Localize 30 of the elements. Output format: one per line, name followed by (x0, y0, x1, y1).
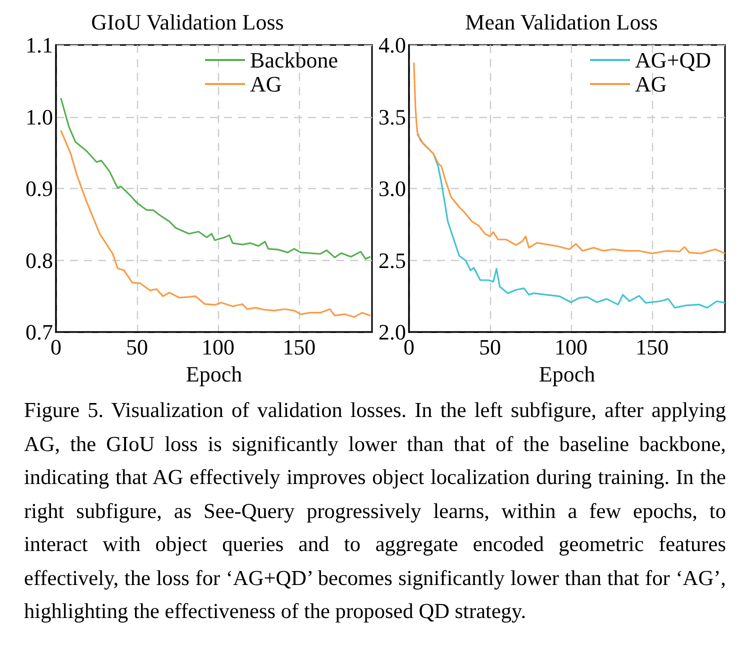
y-tick-label: 2.0 (378, 320, 406, 345)
x-tick-label: 50 (479, 334, 502, 360)
x-tick-label: 150 (282, 334, 316, 360)
legend-label: AG (635, 72, 667, 96)
y-tick-label: 2.5 (378, 248, 406, 273)
x-tick-label: 0 (50, 334, 62, 360)
x-tick-label: 100 (554, 334, 588, 360)
x-tick-label: 50 (126, 334, 148, 360)
x-tick-label: 100 (202, 334, 235, 360)
x-axis-title: Epoch (186, 362, 242, 386)
y-tick-label: 3.0 (378, 176, 406, 202)
x-axis-title: Epoch (538, 362, 596, 386)
y-tick-label: 1.1 (26, 32, 53, 58)
legend-label: Backbone (250, 48, 338, 72)
y-tick-label: 4.0 (378, 32, 406, 58)
y-tick-label: 0.9 (26, 176, 53, 202)
caption: Figure 5. Visualization of validation losses. In the left subfigure, after applying AG, the GIoU loss is significantly lower than that of the baseline backbone, indicating that AG effectively improves object localization during training. In the right subfigure, as See-Query progressively learns, within a few epochs, to interact with object queries and to aggregate encoded geometric features effectively, the loss for ‘AG+QD’ becomes significantly lower than that for ‘AG’, highlighting the effectiveness of the proposed QD strategy. (23, 397, 727, 625)
line-series (60, 97, 372, 260)
y-tick-label: 1.0 (26, 104, 53, 130)
y-tick-label: 3.5 (378, 104, 406, 130)
x-tick-label: 0 (404, 334, 414, 360)
legend-label: AG (250, 72, 282, 96)
y-tick-label: 0.7 (26, 320, 53, 345)
y-tick-label: 0.8 (26, 248, 53, 273)
chart-title: GIoU Validation Loss (91, 10, 284, 34)
x-tick-label: 150 (636, 334, 669, 360)
chart-title: Mean Validation Loss (465, 10, 658, 34)
legend-label: AG+QD (635, 48, 712, 72)
line-series (416, 133, 726, 308)
line-series (60, 130, 372, 318)
